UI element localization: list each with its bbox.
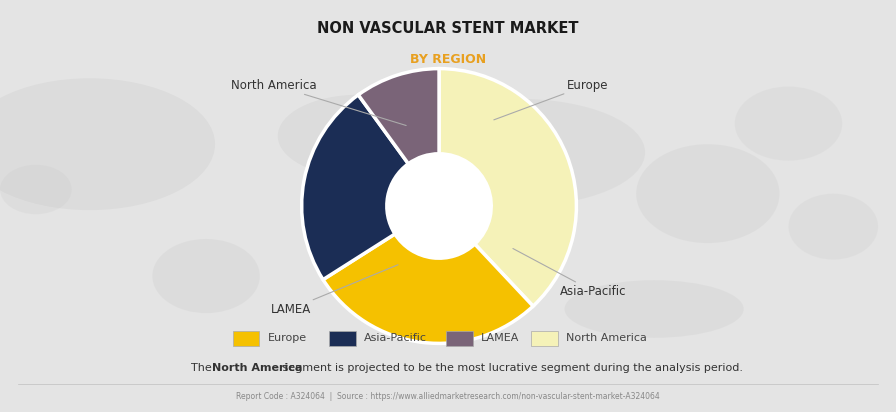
Text: North America: North America xyxy=(211,363,302,373)
Text: Report Code : A324064  |  Source : https://www.alliedmarketresearch.com/non-vasc: Report Code : A324064 | Source : https:/… xyxy=(237,392,659,401)
Ellipse shape xyxy=(349,214,475,272)
Text: Asia-Pacific: Asia-Pacific xyxy=(364,333,427,343)
Text: North America: North America xyxy=(231,79,406,126)
Wedge shape xyxy=(302,95,409,280)
Ellipse shape xyxy=(394,99,645,206)
Ellipse shape xyxy=(0,78,215,210)
Ellipse shape xyxy=(788,194,878,260)
Ellipse shape xyxy=(564,280,744,338)
Text: segment is projected to be the most lucrative segment during the analysis period: segment is projected to be the most lucr… xyxy=(280,363,743,373)
Ellipse shape xyxy=(735,87,842,161)
Ellipse shape xyxy=(278,95,439,177)
Text: NON VASCULAR STENT MARKET: NON VASCULAR STENT MARKET xyxy=(317,21,579,35)
Ellipse shape xyxy=(636,144,780,243)
FancyBboxPatch shape xyxy=(233,331,260,346)
Text: Asia-Pacific: Asia-Pacific xyxy=(513,248,626,298)
Ellipse shape xyxy=(0,165,72,214)
Text: North America: North America xyxy=(566,333,647,343)
Wedge shape xyxy=(439,69,576,306)
Text: LAMEA: LAMEA xyxy=(271,265,398,316)
Circle shape xyxy=(421,185,449,213)
Text: BY REGION: BY REGION xyxy=(410,53,486,66)
FancyBboxPatch shape xyxy=(531,331,557,346)
Circle shape xyxy=(387,154,491,258)
Text: Europe: Europe xyxy=(494,79,608,120)
Text: The: The xyxy=(191,363,215,373)
Text: Europe: Europe xyxy=(267,333,306,343)
Wedge shape xyxy=(323,234,533,343)
FancyBboxPatch shape xyxy=(330,331,357,346)
Wedge shape xyxy=(358,69,439,164)
Text: LAMEA: LAMEA xyxy=(481,333,519,343)
Ellipse shape xyxy=(152,239,260,313)
FancyBboxPatch shape xyxy=(446,331,473,346)
